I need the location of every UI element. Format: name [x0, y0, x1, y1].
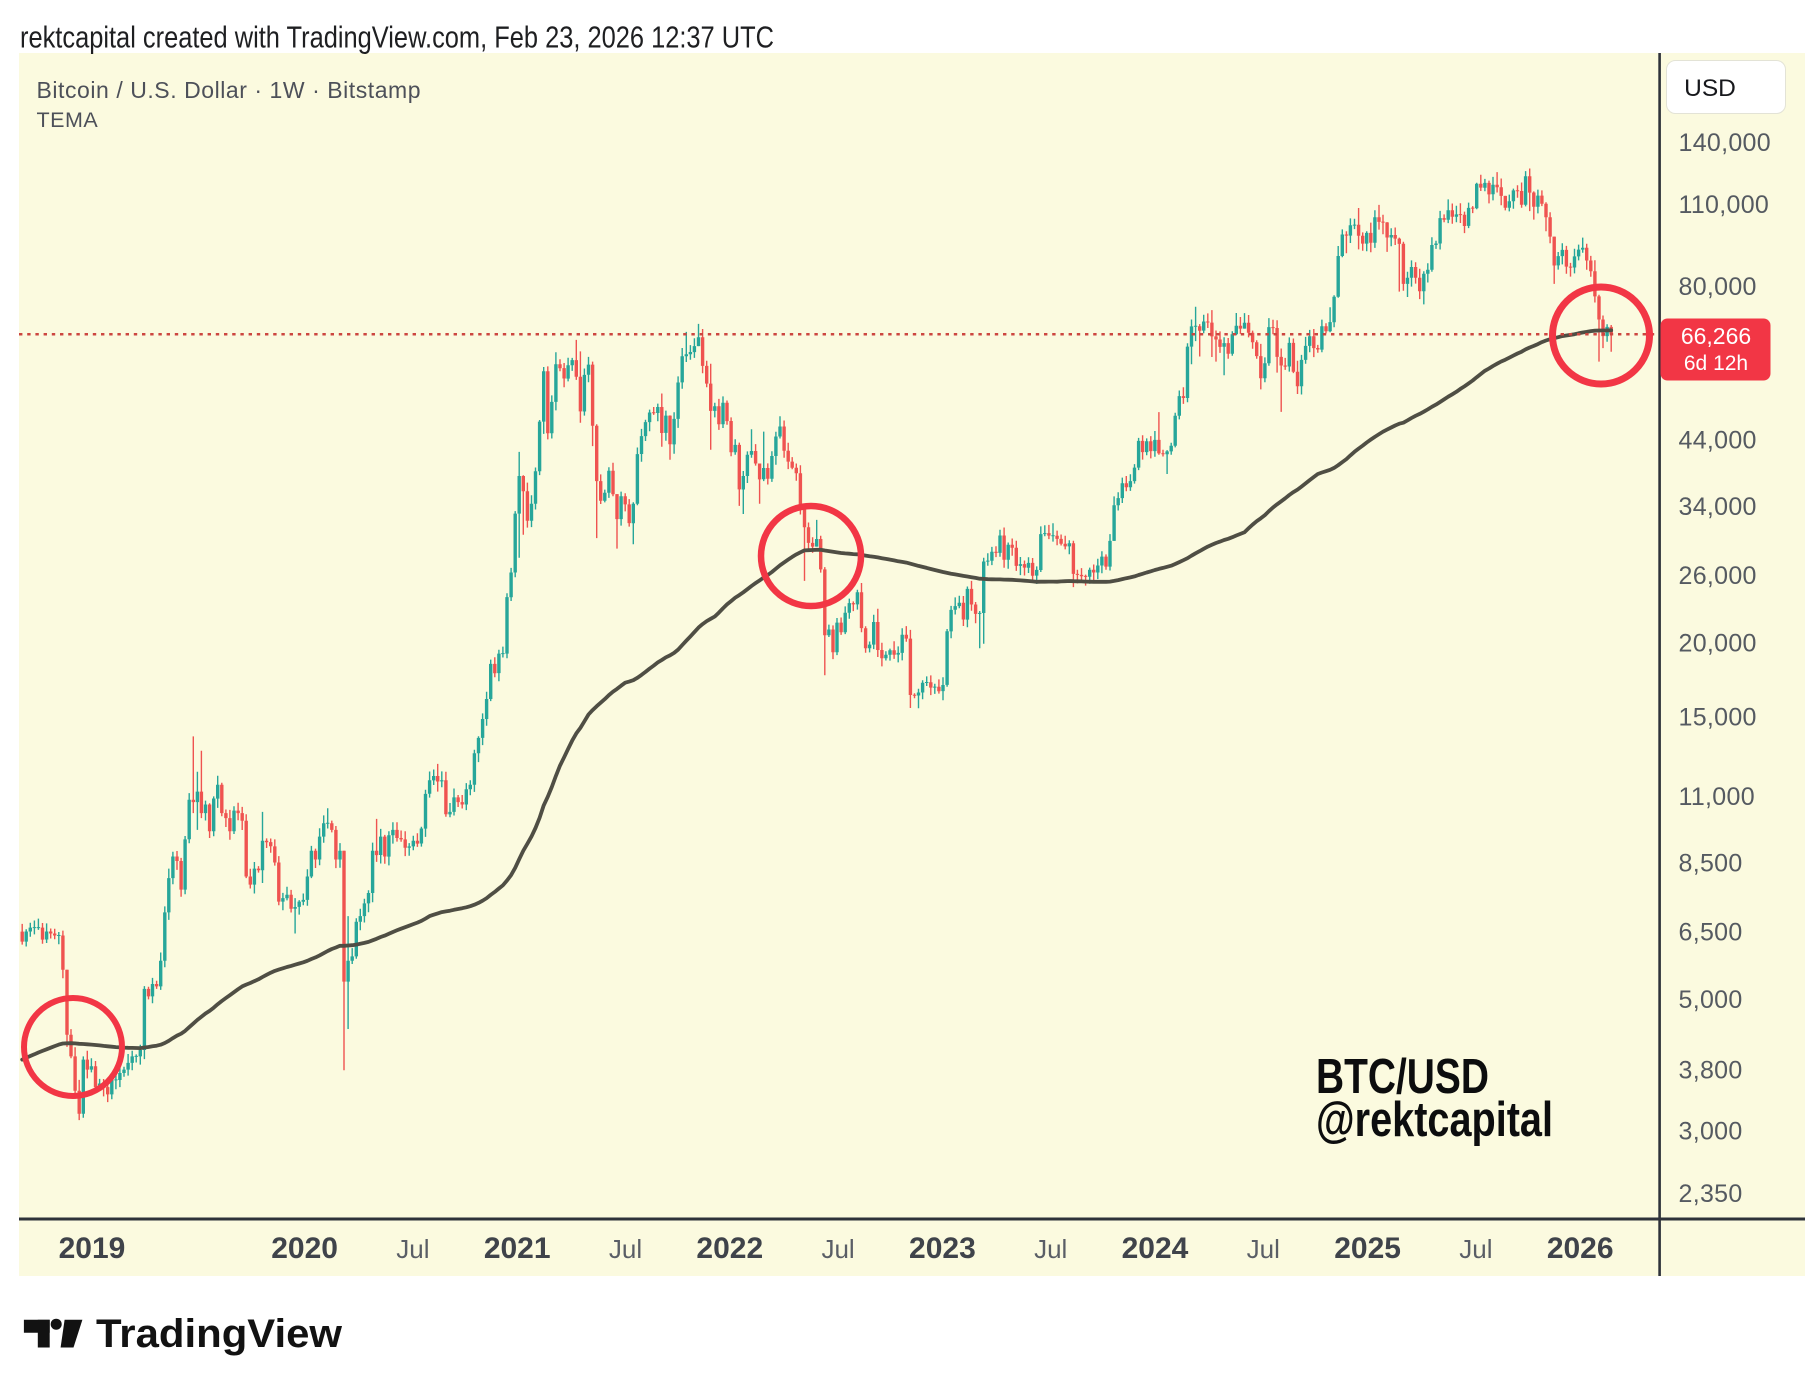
- svg-text:8,500: 8,500: [1679, 850, 1743, 878]
- svg-text:Jul: Jul: [396, 1234, 429, 1264]
- svg-text:TradingView: TradingView: [96, 1312, 342, 1356]
- svg-text:Bitcoin / U.S. Dollar · 1W · B: Bitcoin / U.S. Dollar · 1W · Bitstamp: [37, 77, 422, 103]
- svg-text:Jul: Jul: [821, 1234, 854, 1264]
- svg-text:3,800: 3,800: [1679, 1057, 1743, 1085]
- svg-text:rektcapital created with Tradi: rektcapital created with TradingView.com…: [20, 21, 774, 55]
- svg-text:26,000: 26,000: [1679, 562, 1757, 590]
- svg-text:BTC/USD: BTC/USD: [1316, 1050, 1489, 1104]
- svg-text:6,500: 6,500: [1679, 919, 1743, 947]
- svg-text:5,000: 5,000: [1679, 986, 1743, 1014]
- svg-text:20,000: 20,000: [1679, 629, 1757, 657]
- svg-text:2019: 2019: [59, 1232, 126, 1265]
- svg-text:3,000: 3,000: [1679, 1117, 1743, 1145]
- svg-text:2021: 2021: [484, 1232, 551, 1265]
- svg-text:140,000: 140,000: [1679, 129, 1771, 157]
- svg-text:2020: 2020: [271, 1232, 338, 1265]
- svg-text:15,000: 15,000: [1679, 703, 1757, 731]
- svg-text:2,350: 2,350: [1679, 1180, 1743, 1208]
- svg-text:2026: 2026: [1547, 1232, 1614, 1265]
- svg-text:66,266: 66,266: [1681, 323, 1751, 349]
- svg-text:Jul: Jul: [1034, 1234, 1067, 1264]
- svg-text:Jul: Jul: [1459, 1234, 1492, 1264]
- svg-text:6d 12h: 6d 12h: [1684, 352, 1748, 375]
- svg-text:Jul: Jul: [609, 1234, 642, 1264]
- svg-text:2023: 2023: [909, 1232, 976, 1265]
- svg-text:TEMA: TEMA: [37, 108, 99, 132]
- svg-text:11,000: 11,000: [1679, 783, 1755, 811]
- svg-text:USD: USD: [1684, 75, 1736, 102]
- svg-text:110,000: 110,000: [1679, 191, 1770, 219]
- svg-text:2022: 2022: [696, 1232, 763, 1265]
- svg-text:44,000: 44,000: [1679, 427, 1757, 455]
- svg-text:80,000: 80,000: [1679, 273, 1757, 301]
- svg-text:2024: 2024: [1122, 1232, 1189, 1265]
- svg-text:34,000: 34,000: [1679, 493, 1757, 521]
- svg-text:2025: 2025: [1334, 1232, 1401, 1265]
- svg-text:Jul: Jul: [1247, 1234, 1280, 1264]
- svg-text:@rektcapital: @rektcapital: [1316, 1093, 1553, 1147]
